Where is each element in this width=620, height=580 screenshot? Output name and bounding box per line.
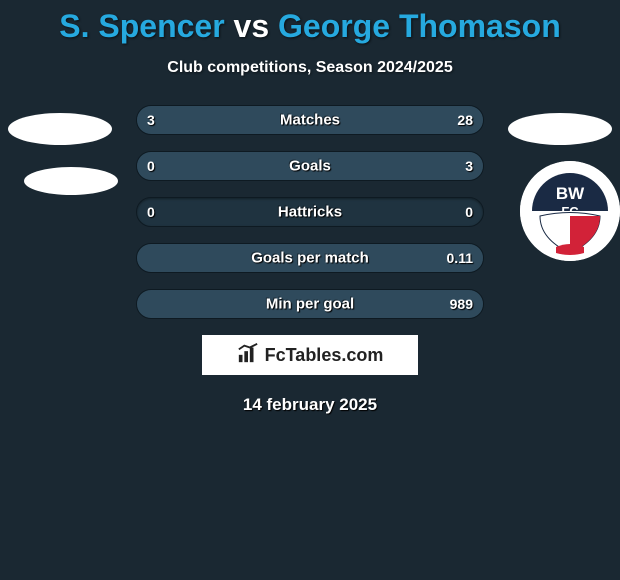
stat-label: Hattricks: [137, 204, 483, 221]
subtitle: Club competitions, Season 2024/2025: [0, 59, 620, 77]
vs-label: vs: [234, 8, 270, 44]
comparison-title: S. Spencer vs George Thomason: [0, 0, 620, 45]
stat-label: Goals per match: [137, 250, 483, 267]
team1-placeholder-icon: [508, 113, 612, 145]
fctables-logo: FcTables.com: [202, 335, 418, 375]
player2-placeholder-icon: [24, 167, 118, 195]
comparison-content: BW FC 328Matches 03Goals 00Hattricks 0.11Go…: [0, 105, 620, 415]
player2-name: George Thomason: [278, 8, 561, 44]
player1-name: S. Spencer: [59, 8, 224, 44]
stat-row: 328Matches: [136, 105, 484, 135]
stat-row: 00Hattricks: [136, 197, 484, 227]
svg-text:BW: BW: [556, 184, 585, 203]
bar-chart-icon: [237, 342, 259, 369]
stat-row: 03Goals: [136, 151, 484, 181]
team2-badge-icon: BW FC: [520, 161, 620, 261]
snapshot-date: 14 february 2025: [0, 395, 620, 415]
player1-placeholder-icon: [8, 113, 112, 145]
logo-text: FcTables.com: [265, 345, 384, 366]
stat-label: Matches: [137, 112, 483, 129]
stat-bars: 328Matches 03Goals 00Hattricks 0.11Goals pe…: [136, 105, 484, 319]
stat-row: 989Min per goal: [136, 289, 484, 319]
stat-label: Min per goal: [137, 296, 483, 313]
stat-label: Goals: [137, 158, 483, 175]
stat-row: 0.11Goals per match: [136, 243, 484, 273]
